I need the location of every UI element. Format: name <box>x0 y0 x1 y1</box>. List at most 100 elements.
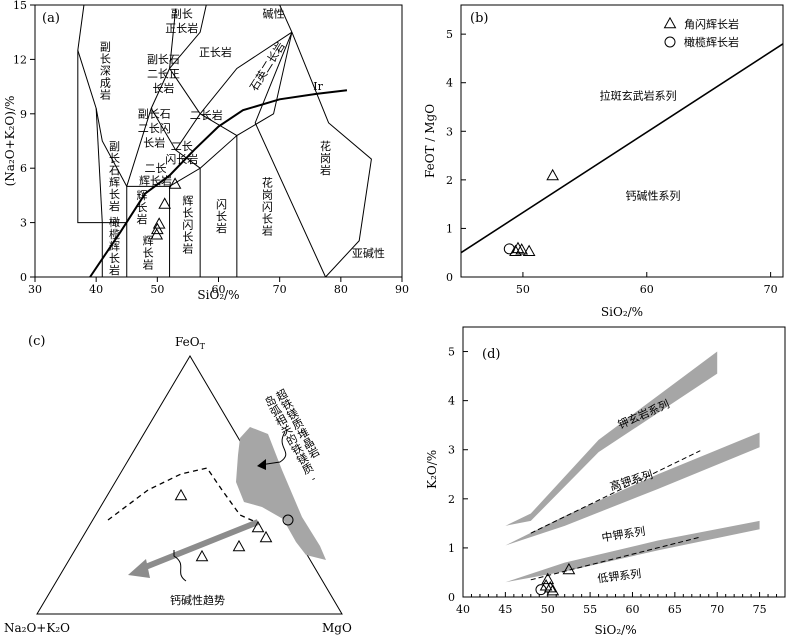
panel-a-y-tick-label: 6 <box>20 162 27 175</box>
panel-d-x-tick-label: 65 <box>668 603 682 616</box>
panel-a-region-char: 岩 <box>137 212 148 226</box>
panel-a-region-char: 辉 <box>109 240 120 253</box>
panel-d-ylabel: K₂O/% <box>425 450 439 489</box>
panel-a-field-boundary <box>77 4 103 224</box>
panel-c-label: (c) <box>28 334 45 349</box>
panel-d-x-tick-label: 50 <box>541 603 555 616</box>
panel-b-point-triangle <box>515 243 529 255</box>
panel-a-region: 长岩 <box>143 135 165 149</box>
panel-a-region-char: 副 <box>109 140 120 153</box>
panel-a-x-tick-label: 80 <box>334 283 348 296</box>
panel-d-band-mediumk <box>505 520 760 583</box>
panel-a-x-tick-label: 70 <box>273 283 287 296</box>
panel-b-legend-label: 橄榄辉长岩 <box>684 35 739 49</box>
panel-a-region: 花岗岩 <box>320 140 331 177</box>
panel-b-y-tick-label: 2 <box>446 174 453 187</box>
panel-b-region: 钙碱性系列 <box>625 188 680 202</box>
panel-a-region-char: 岩 <box>320 163 331 177</box>
panel-a-region-char: 花 <box>262 176 273 189</box>
panel-a-ylabel: (Na₂O+K₂O)/% <box>3 96 17 187</box>
panel-a-field-boundary <box>254 32 326 278</box>
panel-d-y-tick-label: 4 <box>448 395 455 408</box>
panel-a-region: 碱性 <box>263 7 285 21</box>
panel-a-region-char: 长 <box>143 246 154 259</box>
panel-a-point-triangle <box>152 217 166 229</box>
panel-b-point-triangle <box>522 244 536 257</box>
panel-a-region: 亚碱性 <box>352 246 385 260</box>
panel-a-region-char: 榄 <box>109 228 120 241</box>
panel-d-x-tick-label: 70 <box>710 603 724 616</box>
panel-a-region-char: 辉 <box>143 234 154 247</box>
panel-c-apex-right: MgO <box>322 621 352 635</box>
panel-c-trend-pointer <box>173 550 187 582</box>
panel-a-region: 闪长岩 <box>216 197 227 235</box>
panel-c-point-triangle <box>174 488 188 501</box>
panel-d-point-circle <box>535 584 547 596</box>
panel-a-region-char: 闪 <box>262 199 273 213</box>
panel-d-x-tick-label: 60 <box>625 603 639 616</box>
panel-b-point-triangle <box>509 244 522 257</box>
panel-a-region-char: 闪 <box>216 197 227 211</box>
panel-a-point-triangle <box>158 197 172 209</box>
panel-d-y-tick-label: 3 <box>448 444 455 457</box>
panel-a-region: 副长石 <box>147 53 180 66</box>
panel-a-x-tick-label: 30 <box>28 283 42 296</box>
panel-a-region: 辉长岩 <box>143 234 154 271</box>
panel-a-region-char: 长 <box>182 230 193 243</box>
panel-b-legend-triangle <box>663 16 677 29</box>
panel-a-label: (a) <box>42 11 60 26</box>
panel-a-region-char: 长 <box>109 152 120 165</box>
panel-a-region: 二长闪 <box>138 121 171 135</box>
panel-c-trend-arrow-shaft <box>136 519 260 573</box>
panel-a-field-boundary <box>95 108 103 223</box>
panel-c-field-pointer <box>259 431 287 466</box>
panel-a-field-boundary <box>169 68 201 115</box>
panel-b-y-tick-label: 5 <box>446 28 453 41</box>
panel-b-y-tick-label: 1 <box>446 222 453 235</box>
panel-a-region-char: 长 <box>182 206 193 219</box>
panel-a-region: 副长石 <box>138 107 171 120</box>
panel-b-point-triangle <box>511 241 525 254</box>
panel-a-region-char: 辉 <box>109 176 120 189</box>
panel-a-y-tick-label: 15 <box>13 0 27 12</box>
panel-b-y-tick-label: 4 <box>446 77 453 90</box>
panel-a-region-char: 石 <box>109 164 120 177</box>
panel-b-point-circle <box>503 243 515 255</box>
panel-a-field-boundary <box>279 4 293 33</box>
panel-a-region-char: 闪 <box>182 217 193 231</box>
panel-a-region-char: 岩 <box>262 223 273 237</box>
panel-a-region-char: 副 <box>100 40 111 53</box>
panel-a-x-tick-label: 50 <box>150 283 164 296</box>
panel-a-region: 辉长岩 <box>137 189 148 226</box>
panel-c-point-triangle <box>251 520 265 533</box>
panel-a-region-char: 岩 <box>109 199 120 213</box>
panel-c-point-triangle <box>195 549 209 562</box>
panel-a-point-triangle <box>150 222 164 235</box>
panel-a-region: 二长岩 <box>190 108 223 122</box>
panel-a-x-tick-label: 90 <box>395 283 409 296</box>
panel-d-band-highk <box>505 432 760 546</box>
panel-a-region-char: 辉 <box>182 194 193 207</box>
panel-a-point-triangle <box>150 228 164 240</box>
panel-c-triangle <box>36 355 343 615</box>
panel-d-y-tick-label: 2 <box>448 493 455 506</box>
panel-c-cumulate-field <box>236 427 326 560</box>
panel-c-trend-label: 钙碱性趋势 <box>170 593 225 607</box>
panel-b-x-tick-label: 60 <box>640 283 654 296</box>
panel-a-region-char: 长 <box>262 212 273 225</box>
panel-a-region-char: 长 <box>100 52 111 65</box>
panel-a-xlabel: SiO₂/% <box>197 288 239 302</box>
panel-a-field-boundary <box>77 50 128 187</box>
panel-a-y-tick-label: 0 <box>20 271 27 284</box>
panel-a-field-boundary <box>126 8 177 187</box>
panel-a-ir-label: Ir <box>313 80 323 93</box>
panel-b-xlabel: SiO₂/% <box>601 305 643 319</box>
panel-a-region: 二长 <box>171 140 193 153</box>
panel-d-y-tick-label: 1 <box>448 542 455 555</box>
panel-b-divider-line <box>460 43 784 254</box>
panel-d-dashed-line <box>530 536 701 581</box>
panel-d-point-triangle <box>543 580 557 593</box>
